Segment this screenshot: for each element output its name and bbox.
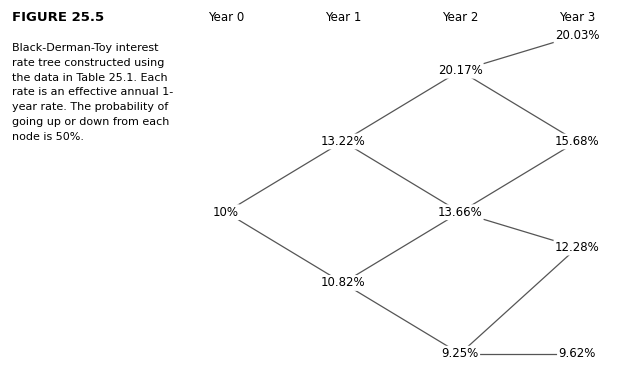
Text: Black-Derman-Toy interest
rate tree constructed using
the data in Table 25.1. Ea: Black-Derman-Toy interest rate tree cons… xyxy=(12,43,173,142)
Text: 9.62%: 9.62% xyxy=(558,347,596,360)
Text: 13.66%: 13.66% xyxy=(437,206,482,219)
Text: 20.03%: 20.03% xyxy=(555,29,600,42)
Text: Year 2: Year 2 xyxy=(442,11,478,24)
Text: Year 0: Year 0 xyxy=(208,11,244,24)
Text: Year 3: Year 3 xyxy=(559,11,595,24)
Text: 12.28%: 12.28% xyxy=(555,241,600,254)
Text: 9.25%: 9.25% xyxy=(441,347,479,360)
Text: 15.68%: 15.68% xyxy=(555,135,600,148)
Text: Year 1: Year 1 xyxy=(324,11,361,24)
Text: 10.82%: 10.82% xyxy=(321,277,365,290)
Text: 20.17%: 20.17% xyxy=(437,64,482,77)
Text: FIGURE 25.5: FIGURE 25.5 xyxy=(12,11,104,24)
Text: 13.22%: 13.22% xyxy=(321,135,365,148)
Text: 10%: 10% xyxy=(213,206,239,219)
